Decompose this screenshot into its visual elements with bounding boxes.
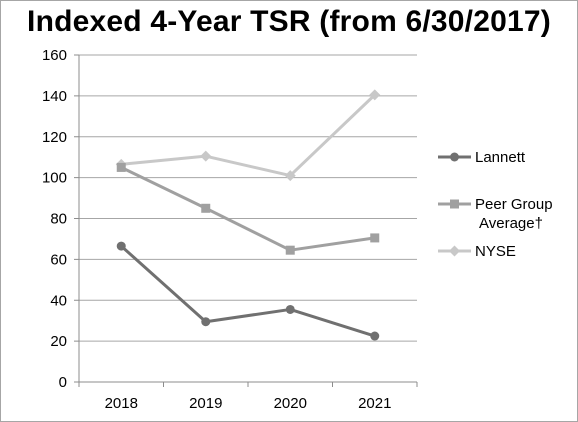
y-tick-label: 60 xyxy=(50,251,67,268)
legend-label: Peer Group Average† xyxy=(475,196,553,232)
data-point-0 xyxy=(201,317,211,327)
data-point-0 xyxy=(370,331,380,341)
legend-marker xyxy=(450,199,459,209)
series-line-0 xyxy=(119,244,377,338)
legend-marker xyxy=(449,245,460,257)
y-tick-label: 120 xyxy=(42,129,67,146)
y-tick-label: 80 xyxy=(50,211,67,228)
x-tick-label: 2018 xyxy=(105,395,138,412)
data-point-2 xyxy=(369,89,381,101)
data-point-1 xyxy=(370,233,380,243)
y-tick-label: 100 xyxy=(42,170,67,187)
legend-label-line: Peer Group xyxy=(475,196,553,213)
x-tick-label: 2019 xyxy=(189,395,222,412)
y-tick-label: 0 xyxy=(59,374,67,391)
x-tick-label: 2020 xyxy=(274,395,307,412)
legend-marker xyxy=(450,152,459,162)
legend-label-line: Average† xyxy=(479,215,543,232)
y-tick-label: 40 xyxy=(50,292,67,309)
x-tick-label: 2021 xyxy=(358,395,391,412)
series-line-2 xyxy=(119,93,377,178)
legend-label: NYSE xyxy=(475,243,516,260)
data-point-1 xyxy=(116,162,126,172)
data-point-2 xyxy=(284,170,296,182)
y-tick-label: 20 xyxy=(50,333,67,350)
data-point-0 xyxy=(285,304,295,314)
data-point-1 xyxy=(201,203,211,213)
y-tick-label: 140 xyxy=(42,88,67,105)
y-tick-label: 160 xyxy=(42,47,67,64)
data-point-1 xyxy=(285,245,295,255)
data-point-0 xyxy=(116,241,126,251)
chart-title: Indexed 4-Year TSR (from 6/30/2017) xyxy=(27,5,551,38)
data-point-2 xyxy=(200,150,212,162)
legend-label: Lannett xyxy=(475,149,526,166)
series-line-1 xyxy=(119,165,377,252)
